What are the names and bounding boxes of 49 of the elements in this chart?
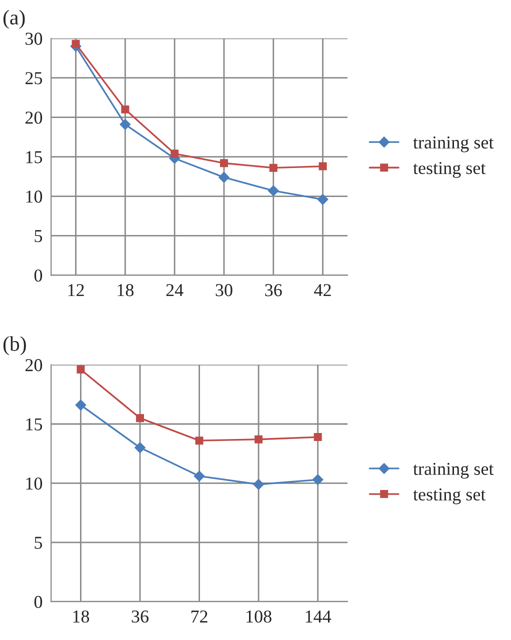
point: [269, 164, 278, 172]
x-tick-label: 144: [306, 610, 332, 622]
x-tick-label: 24: [166, 284, 184, 296]
point: [72, 40, 80, 48]
point: [170, 150, 179, 158]
point: [136, 414, 144, 422]
y-tick-label: 15: [26, 151, 42, 164]
x-tick-label: 36: [132, 610, 149, 623]
legend-label: testing set: [413, 488, 486, 504]
y-tick-label: 30: [26, 32, 42, 45]
y-tick-label: 10: [26, 190, 42, 203]
y-tick-label: 5: [34, 230, 42, 242]
point: [317, 194, 328, 205]
point: [76, 366, 85, 374]
point: [254, 435, 263, 444]
y-tick-label: 0: [34, 596, 42, 608]
point: [75, 400, 86, 410]
y-tick-label: 25: [26, 72, 42, 84]
chart-title: (a): [3, 10, 25, 29]
point: [194, 470, 205, 482]
point: [314, 433, 322, 442]
y-tick-label: 0: [34, 269, 42, 282]
y-tick-label: 20: [26, 112, 42, 124]
x-tick-label: 36: [265, 284, 282, 296]
point: [121, 105, 130, 114]
x-tick-label: 42: [314, 284, 331, 296]
legend-label: training set: [413, 462, 494, 479]
x-tick-label: 18: [73, 610, 90, 623]
chart-title: (b): [3, 336, 26, 356]
x-tick-label: 18: [118, 284, 134, 296]
point: [318, 162, 327, 170]
x-tick-label: 108: [246, 610, 272, 623]
point: [312, 474, 324, 486]
x-tick-label: 72: [191, 610, 208, 622]
y-tick-label: 10: [26, 477, 42, 490]
point: [134, 442, 146, 454]
y-tick-label: 15: [26, 418, 42, 430]
point: [120, 119, 131, 130]
point: [268, 185, 279, 196]
legend-label: training set: [413, 136, 494, 152]
point: [218, 172, 230, 183]
y-tick-label: 20: [26, 359, 42, 372]
y-tick-label: 5: [34, 536, 42, 549]
legend-label: testing set: [413, 162, 486, 178]
x-tick-label: 12: [68, 284, 84, 296]
point: [195, 436, 204, 445]
point: [220, 159, 228, 168]
point: [253, 478, 264, 490]
x-tick-label: 30: [216, 284, 232, 296]
